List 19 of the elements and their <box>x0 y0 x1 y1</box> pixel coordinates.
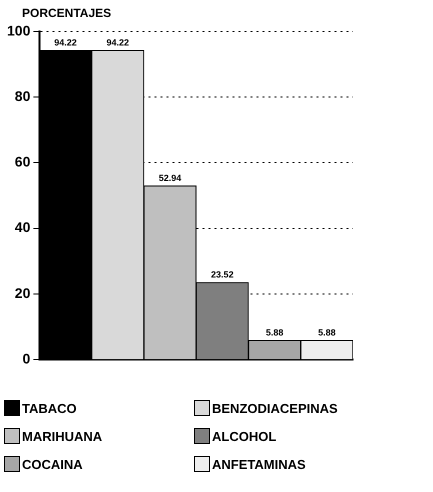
y-tick-label: 80 <box>14 88 31 104</box>
legend-label: ALCOHOL <box>212 428 276 444</box>
legend-label: TABACO <box>22 400 77 416</box>
y-axis-title: PORCENTAJES <box>22 6 112 20</box>
y-tick-label: 100 <box>7 22 31 38</box>
data-label: 23.52 <box>211 269 234 280</box>
legend-label: ANFETAMINAS <box>212 456 306 472</box>
data-label: 5.88 <box>266 327 284 338</box>
legend-label: MARIHUANA <box>22 428 102 444</box>
y-tick-label: 20 <box>14 284 31 301</box>
data-label: 94.22 <box>106 37 130 48</box>
y-tick-label: 60 <box>14 154 31 170</box>
legend-label: COCAINA <box>22 456 83 472</box>
y-tick-label: 40 <box>14 219 31 236</box>
legend-label: BENZODIACEPINAS <box>212 400 338 416</box>
data-label: 94.22 <box>54 37 77 48</box>
data-label: 52.94 <box>158 172 182 183</box>
data-label: 5.88 <box>318 327 336 338</box>
y-tick-label: 0 <box>22 350 31 366</box>
